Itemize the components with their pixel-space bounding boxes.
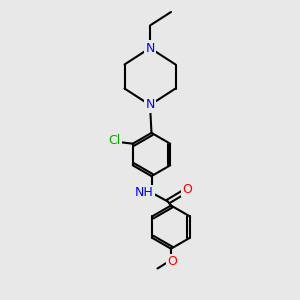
- Text: N: N: [145, 41, 155, 55]
- Text: NH: NH: [135, 186, 153, 199]
- Text: O: O: [183, 183, 192, 196]
- Text: O: O: [167, 255, 177, 268]
- Text: Cl: Cl: [109, 134, 121, 147]
- Text: N: N: [145, 98, 155, 112]
